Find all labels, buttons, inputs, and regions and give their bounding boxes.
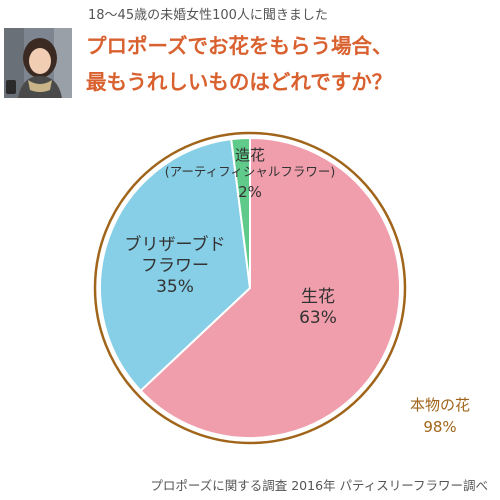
survey-note: 18〜45歳の未婚女性100人に聞きました (88, 8, 328, 23)
slice-value-label: 2% (238, 183, 262, 201)
slice-sublabel: (アーティフィシャルフラワー) (165, 164, 336, 179)
source-note: プロポーズに関する調査 2016年 パティスリーフラワー調べ (150, 478, 488, 493)
question-line-2: 最もうれしいものはどれですか？ (86, 70, 393, 94)
slice-label: 造花 (235, 146, 265, 164)
respondent-photo (4, 28, 72, 98)
slice-label-line: フラワー (141, 256, 209, 276)
group-annotation-label: 本物の花 (410, 396, 470, 414)
slice-label-line: ブリザーブド (125, 234, 226, 255)
pie-slice-3 (230, 136, 251, 289)
survey-question: プロポーズでお花をもらう場合、 最もうれしいものはどれですか？ (86, 28, 392, 100)
pie-outer-ring (93, 131, 407, 445)
slice-label: 生花 (301, 287, 335, 307)
slice-value-label: 35% (156, 277, 194, 297)
group-annotation-value: 98% (423, 418, 456, 436)
question-line-1: プロポーズでお花をもらう場合、 (86, 34, 393, 58)
pie-slice-2 (99, 138, 252, 393)
slice-value-label: 63% (299, 308, 337, 328)
pie-slice-1 (139, 136, 401, 439)
